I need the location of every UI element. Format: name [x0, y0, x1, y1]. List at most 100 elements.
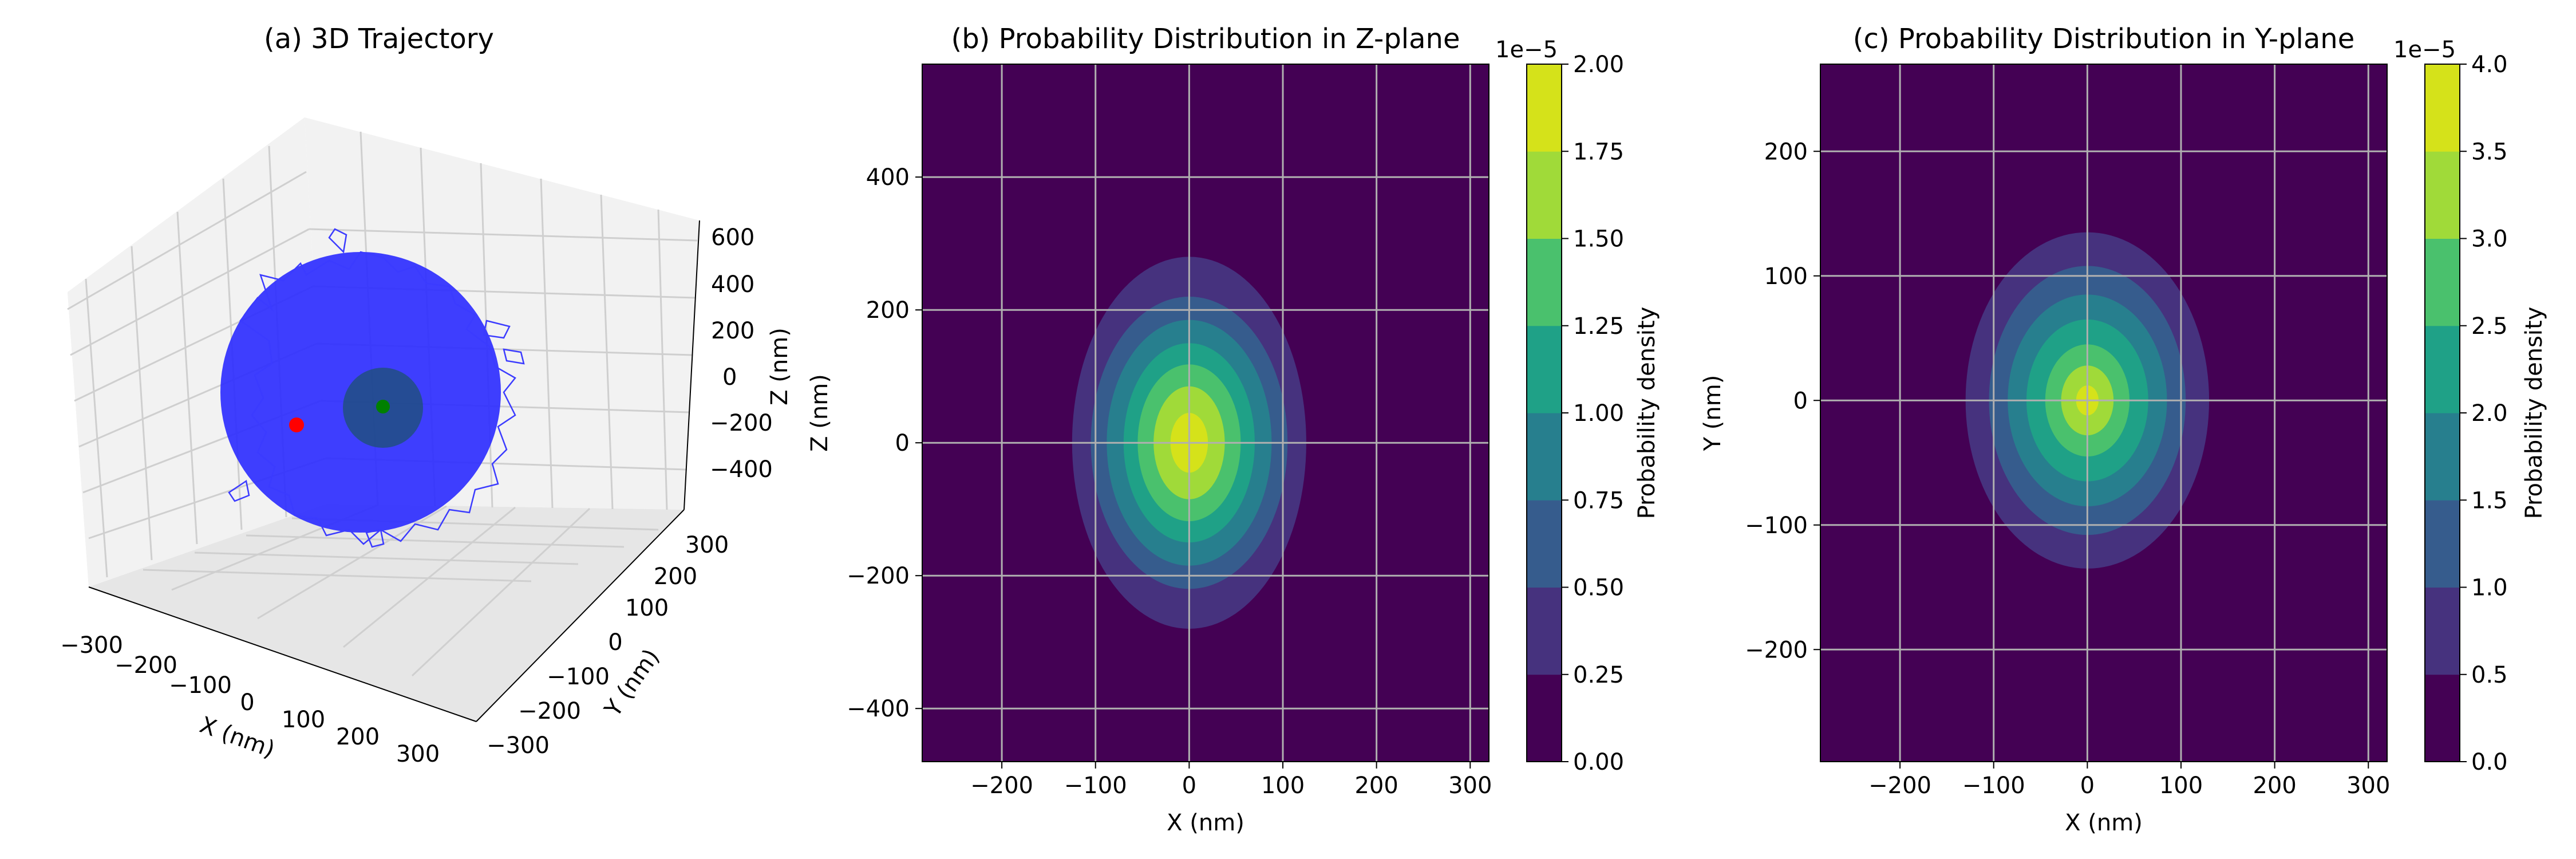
y-axis-label-b: Z (nm) [807, 374, 833, 452]
z-tick: 0 [722, 364, 737, 391]
y-tick-label: 200 [1764, 139, 1808, 165]
x-tick-label: 300 [1448, 773, 1492, 799]
z-axis-label-3d: Z (nm) [767, 328, 793, 405]
colorbar-band [2425, 674, 2460, 762]
colorbar-tick-label: 1.5 [2471, 487, 2508, 514]
x-tick-label: −100 [1962, 773, 2025, 799]
colorbar-tick-label: 0.50 [1573, 575, 1624, 601]
x-ticks-3d: −300 −200 −100 0 100 200 300 [60, 632, 440, 767]
y-tick: −100 [547, 664, 610, 690]
colorbar-c-label: Probability density [2521, 307, 2547, 519]
panel-y-plane: (c) Probability Distribution in Y-plane … [1700, 23, 2547, 836]
colorbar-band [1527, 413, 1562, 501]
colorbar-band [1527, 587, 1562, 675]
z-tick: 200 [711, 318, 754, 344]
colorbar-band [1527, 500, 1562, 588]
colorbar-band [1527, 151, 1562, 239]
colorbar-b-scale-label: 1e−5 [1495, 37, 1558, 63]
plot-area-b-frame [922, 64, 1490, 762]
y-ticks-c: −200 −100 0 100 200 [1745, 139, 1820, 663]
start-point [289, 417, 304, 432]
y-axis-label-c: Y (nm) [1700, 375, 1726, 452]
x-tick: −100 [169, 672, 232, 699]
x-tick-label: 300 [2346, 773, 2390, 799]
y-tick: −200 [518, 698, 581, 724]
x-axis-label-b: X (nm) [1167, 810, 1244, 836]
x-tick: −200 [114, 652, 177, 679]
colorbar-band [2425, 64, 2460, 152]
y-tick-label: −200 [847, 563, 910, 589]
colorbar-b [1527, 64, 1562, 762]
x-tick-label: 0 [1182, 773, 1196, 799]
panel-b-title: (b) Probability Distribution in Z-plane [951, 23, 1460, 55]
colorbar-band [1527, 674, 1562, 762]
y-tick: −300 [487, 732, 550, 759]
y-tick-label: −400 [847, 696, 910, 722]
colorbar-ticks-c: 0.0 0.5 1.0 1.5 2.0 2.5 3.0 3.5 4.0 [2460, 52, 2508, 775]
y-tick-label: 0 [1793, 388, 1808, 414]
colorbar-tick-label: 1.25 [1573, 313, 1624, 340]
x-tick: 100 [282, 707, 325, 733]
z-tick: 400 [711, 271, 754, 298]
panel-z-plane: (b) Probability Distribution in Z-plane … [807, 23, 1660, 836]
colorbar-tick-label: 2.00 [1573, 52, 1624, 78]
x-ticks-b: −200 −100 0 100 200 300 [970, 762, 1492, 799]
z-tick: 600 [711, 224, 754, 251]
colorbar-tick-label: 2.5 [2471, 313, 2508, 340]
x-tick-label: 100 [2159, 773, 2203, 799]
x-tick-label: 100 [1261, 773, 1305, 799]
colorbar-ticks-b: 0.00 0.25 0.50 0.75 1.00 1.25 1.50 1.75 2.00 [1562, 52, 1624, 775]
axes-3d [88, 220, 700, 722]
panel-a-title: (a) 3D Trajectory [264, 23, 494, 55]
x-tick: −300 [60, 632, 123, 659]
z-ticks-3d: −400 −200 0 200 400 600 [710, 224, 773, 483]
x-tick: 200 [336, 724, 380, 750]
y-ticks-3d: −300 −200 −100 0 100 200 300 [487, 532, 729, 759]
x-tick: 0 [240, 689, 254, 716]
trajectory-path [228, 228, 525, 548]
colorbar-tick-label: 0.00 [1573, 749, 1624, 775]
y-tick-label: 400 [866, 164, 910, 191]
y-tick: 100 [625, 595, 669, 621]
plot-area-c-frame [1820, 64, 2388, 762]
y-tick-label: 200 [866, 297, 910, 324]
x-tick-label: 200 [2253, 773, 2296, 799]
colorbar-tick-label: 0.5 [2471, 662, 2508, 688]
x-tick-label: −200 [1868, 773, 1931, 799]
colorbar-tick-label: 1.0 [2471, 575, 2508, 601]
colorbar-tick-label: 3.0 [2471, 226, 2508, 253]
z-tick: −400 [710, 456, 773, 483]
colorbar-b-label: Probability density [1634, 307, 1660, 519]
x-axis-label-c: X (nm) [2065, 810, 2143, 836]
colorbar-tick-label: 1.00 [1573, 400, 1624, 427]
colorbar-tick-label: 0.25 [1573, 662, 1624, 688]
y-tick-label: −200 [1745, 637, 1808, 663]
colorbar-tick-label: 0.0 [2471, 749, 2508, 775]
end-point [376, 400, 390, 413]
y-tick: 200 [654, 564, 697, 590]
colorbar-tick-label: 4.0 [2471, 52, 2508, 78]
x-tick-label: 200 [1354, 773, 1398, 799]
colorbar-band [1527, 325, 1562, 413]
x-axis-label-3d: X (nm) [196, 712, 278, 763]
y-tick-label: 100 [1764, 263, 1808, 290]
colorbar-band [2425, 238, 2460, 326]
colorbar-band [1527, 238, 1562, 326]
grid-c [1820, 64, 2387, 762]
colorbar-band [2425, 413, 2460, 501]
colorbar-tick-label: 1.50 [1573, 226, 1624, 253]
colorbar-c [2425, 64, 2460, 762]
colorbar-tick-label: 0.75 [1573, 487, 1624, 514]
y-tick-label: −100 [1745, 513, 1808, 539]
x-tick-label: 0 [2080, 773, 2095, 799]
y-tick: 0 [608, 629, 622, 656]
y-ticks-b: −400 −200 0 200 400 [847, 164, 922, 722]
z-tick: −200 [710, 410, 773, 436]
colorbar-c-scale-label: 1e−5 [2393, 37, 2456, 63]
colorbar-band [2425, 325, 2460, 413]
x-ticks-c: −200 −100 0 100 200 300 [1868, 762, 2390, 799]
colorbar-tick-label: 1.75 [1573, 139, 1624, 165]
colorbar-tick-label: 3.5 [2471, 139, 2508, 165]
x-tick-label: −100 [1064, 773, 1127, 799]
